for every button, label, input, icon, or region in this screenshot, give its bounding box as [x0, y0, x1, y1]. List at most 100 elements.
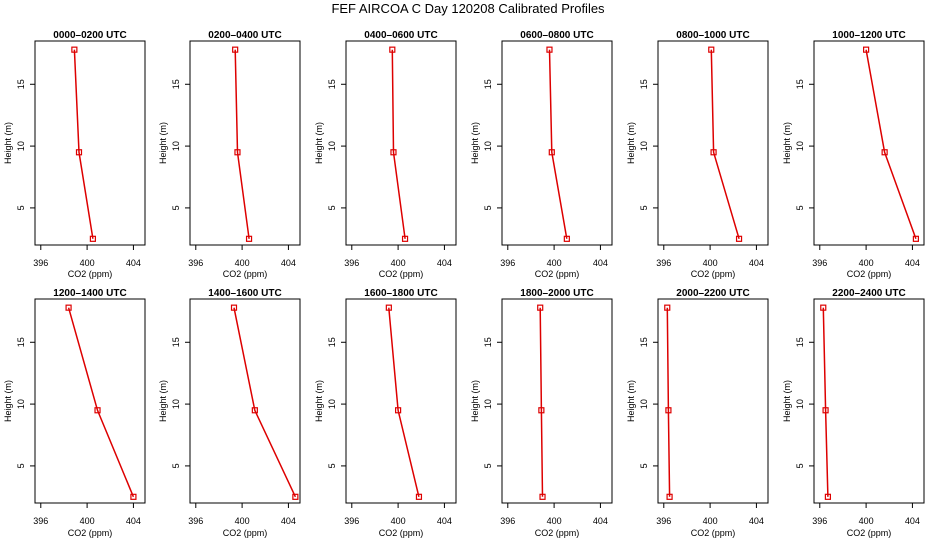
panel-10-y-tick-label: 10	[483, 399, 493, 409]
panel-2-y-tick-label: 15	[171, 79, 181, 89]
panel-9-y-label: Height (m)	[314, 380, 324, 422]
panel-3-data-point	[390, 149, 397, 156]
panel-7-data-point	[65, 304, 72, 311]
panel-5-y-label: Height (m)	[626, 122, 636, 164]
panel-6-title: 1000–1200 UTC	[832, 30, 905, 41]
panel-12-title: 2200–2400 UTC	[832, 288, 905, 299]
panel-9-series-line	[388, 307, 420, 497]
panel-12-x-tick-label: 396	[812, 516, 827, 526]
panel-1-frame	[34, 40, 146, 246]
panel-6-y-tick-label: 5	[795, 205, 805, 210]
panel-1-title: 0000–0200 UTC	[53, 30, 126, 41]
panel-1-x-label: CO2 (ppm)	[68, 269, 113, 279]
panel-8-data-point	[251, 407, 258, 414]
panel-6-data-point	[863, 46, 870, 53]
panel-3-data-point	[401, 235, 409, 242]
panel-7-x-tick-label: 396	[33, 516, 48, 526]
panel-3-title: 0400–0600 UTC	[364, 30, 437, 41]
panel-8-x-tick-label: 396	[188, 516, 203, 526]
panel-10-x-tick-label: 400	[547, 516, 562, 526]
panel-2-x-tick-label: 396	[188, 258, 203, 268]
panel-2-data-point	[232, 46, 239, 53]
panel-6-data-point	[881, 149, 888, 156]
panel-12-y-tick-label: 5	[795, 463, 805, 468]
panel-6-x-tick-label: 400	[859, 258, 874, 268]
panel-4-frame	[501, 40, 613, 246]
panel-2-x-tick-label: 400	[235, 258, 250, 268]
panel-1-data-point	[75, 149, 83, 156]
panel-2-y-label: Height (m)	[158, 122, 168, 164]
panel-10-data-point	[537, 304, 544, 311]
panel-4-data-point	[563, 235, 570, 242]
panel-11-series-line	[666, 307, 671, 497]
panel-3-y-label: Height (m)	[314, 122, 324, 164]
panel-11-data-point	[664, 304, 671, 311]
panel-2-title: 0200–0400 UTC	[208, 30, 281, 41]
page-title: FEF AIRCOA C Day 120208 Calibrated Profi…	[331, 1, 605, 16]
panel-12-data-point	[824, 493, 831, 500]
panel-2-data-point	[245, 235, 253, 242]
panel-1-data-point	[71, 46, 78, 53]
panel-6-x-tick-label: 396	[812, 258, 827, 268]
panel-10-y-label: Height (m)	[470, 380, 480, 422]
panel-2-y-tick-label: 10	[171, 141, 181, 151]
panel-5-y-tick-label: 5	[639, 205, 649, 210]
panel-7-x-label: CO2 (ppm)	[68, 528, 113, 538]
panel-4-x-tick-label: 400	[547, 258, 562, 268]
panel-11-title: 2000–2200 UTC	[676, 288, 749, 299]
panel-11-y-label: Height (m)	[626, 380, 636, 422]
panel-4-y-label: Height (m)	[470, 122, 480, 164]
panel-1-y-tick-label: 15	[16, 79, 26, 89]
panel-10-y-tick-label: 15	[483, 337, 493, 347]
panel-6-series-line	[865, 49, 917, 240]
panel-8-data-point	[292, 493, 299, 500]
panel-1-data-point	[89, 235, 96, 242]
panel-5-title: 0800–1000 UTC	[676, 30, 749, 41]
panel-4-y-tick-label: 5	[483, 205, 493, 210]
panel-5-data-point	[735, 235, 743, 242]
panel-7-y-label: Height (m)	[3, 380, 13, 422]
panel-6-frame	[813, 40, 925, 246]
panel-7-x-tick-label: 400	[80, 516, 95, 526]
panel-12-y-tick-label: 10	[795, 399, 805, 409]
panel-7-y-tick-label: 5	[16, 463, 26, 468]
panel-4-data-point	[548, 149, 555, 156]
panel-8-y-tick-label: 10	[171, 399, 181, 409]
panel-4-x-label: CO2 (ppm)	[535, 269, 580, 279]
panel-6-x-tick-label: 404	[905, 258, 920, 268]
panel-9-title: 1600–1800 UTC	[364, 288, 437, 299]
panel-5-y-tick-label: 15	[639, 79, 649, 89]
panel-9-y-tick-label: 5	[327, 463, 337, 468]
panel-10-series-line	[539, 307, 544, 497]
panel-12-frame	[813, 298, 925, 504]
panel-5-x-tick-label: 400	[703, 258, 718, 268]
panel-4-x-tick-label: 404	[593, 258, 608, 268]
panel-12-x-tick-label: 404	[905, 516, 920, 526]
panel-3-series-line	[391, 49, 406, 239]
panel-12-x-label: CO2 (ppm)	[847, 528, 892, 538]
panel-8-series-line	[233, 307, 297, 498]
panel-1-y-tick-label: 10	[16, 141, 26, 151]
panel-9-x-tick-label: 404	[437, 516, 452, 526]
panel-10-x-label: CO2 (ppm)	[535, 528, 580, 538]
panel-3-x-tick-label: 396	[344, 258, 359, 268]
panel-7-series-line	[67, 307, 135, 498]
panel-9-x-tick-label: 396	[344, 516, 359, 526]
panel-4-data-point	[546, 46, 553, 53]
panel-6-data-point	[912, 235, 919, 242]
panel-2-y-tick-label: 5	[171, 205, 181, 210]
panel-2-data-point	[234, 149, 241, 156]
panel-3-x-tick-label: 404	[437, 258, 452, 268]
panel-8-title: 1400–1600 UTC	[208, 288, 281, 299]
panel-1-x-tick-label: 404	[126, 258, 141, 268]
panel-9-x-tick-label: 400	[391, 516, 406, 526]
panel-10-frame	[501, 298, 613, 504]
panel-12-series-line	[822, 307, 829, 497]
panel-8-x-tick-label: 404	[281, 516, 296, 526]
panel-6-y-tick-label: 15	[795, 79, 805, 89]
panel-6-y-tick-label: 10	[795, 141, 805, 151]
panel-7-data-point	[94, 407, 101, 414]
panel-7-x-tick-label: 404	[126, 516, 141, 526]
panel-7-data-point	[130, 493, 137, 500]
panel-7-title: 1200–1400 UTC	[53, 288, 126, 299]
